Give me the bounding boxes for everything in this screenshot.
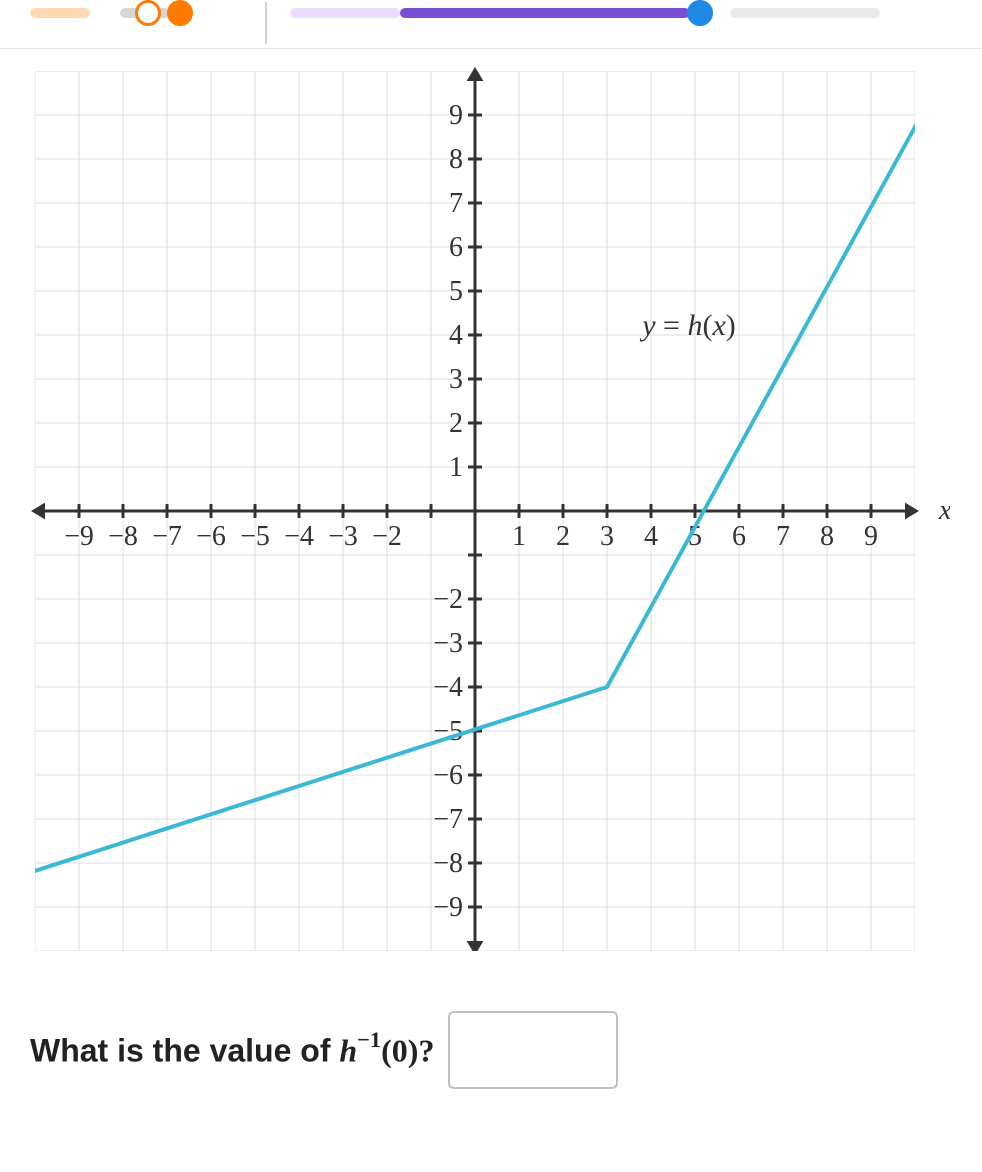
function-arg: (0) — [381, 1033, 418, 1069]
svg-text:5: 5 — [449, 276, 463, 307]
svg-text:2: 2 — [556, 521, 570, 552]
svg-text:−2: −2 — [433, 584, 463, 615]
svg-text:−9: −9 — [433, 892, 463, 923]
svg-text:7: 7 — [449, 188, 463, 219]
function-superscript: −1 — [357, 1027, 381, 1052]
question-suffix: ? — [418, 1033, 434, 1069]
svg-text:3: 3 — [600, 521, 614, 552]
svg-text:−7: −7 — [433, 804, 463, 835]
svg-text:y = h(x): y = h(x) — [639, 309, 736, 342]
svg-text:1: 1 — [449, 452, 463, 483]
svg-text:9: 9 — [864, 521, 878, 552]
function-letter: h — [339, 1033, 357, 1069]
svg-text:3: 3 — [449, 364, 463, 395]
svg-text:7: 7 — [776, 521, 790, 552]
svg-text:x: x — [938, 495, 950, 526]
svg-text:4: 4 — [644, 521, 658, 552]
svg-text:−8: −8 — [108, 521, 138, 552]
svg-text:−6: −6 — [433, 760, 463, 791]
svg-text:−6: −6 — [196, 521, 226, 552]
answer-input[interactable] — [448, 1011, 618, 1089]
svg-text:−2: −2 — [372, 521, 402, 552]
line-chart: −9−8−7−6−5−4−3−2123456789987654321−2−3−4… — [30, 61, 950, 951]
svg-text:−5: −5 — [240, 521, 270, 552]
svg-text:8: 8 — [820, 521, 834, 552]
svg-text:−3: −3 — [328, 521, 358, 552]
svg-text:−4: −4 — [433, 672, 463, 703]
question-row: What is the value of h−1(0)? — [30, 1011, 952, 1089]
chart-frame: −9−8−7−6−5−4−3−2123456789987654321−2−3−4… — [30, 61, 952, 951]
svg-text:6: 6 — [449, 232, 463, 263]
svg-text:−9: −9 — [64, 521, 94, 552]
svg-text:−3: −3 — [433, 628, 463, 659]
svg-text:−8: −8 — [433, 848, 463, 879]
svg-text:2: 2 — [449, 408, 463, 439]
question-prefix: What is the value of — [30, 1033, 339, 1069]
svg-text:8: 8 — [449, 144, 463, 175]
question-text: What is the value of h−1(0)? — [30, 1030, 434, 1070]
horizontal-divider — [0, 48, 982, 49]
svg-text:−4: −4 — [284, 521, 314, 552]
svg-text:y: y — [460, 61, 476, 62]
svg-text:6: 6 — [732, 521, 746, 552]
svg-text:1: 1 — [512, 521, 526, 552]
svg-text:9: 9 — [449, 100, 463, 131]
svg-text:−7: −7 — [152, 521, 182, 552]
svg-text:4: 4 — [449, 320, 463, 351]
top-progress-bar — [0, 8, 982, 38]
